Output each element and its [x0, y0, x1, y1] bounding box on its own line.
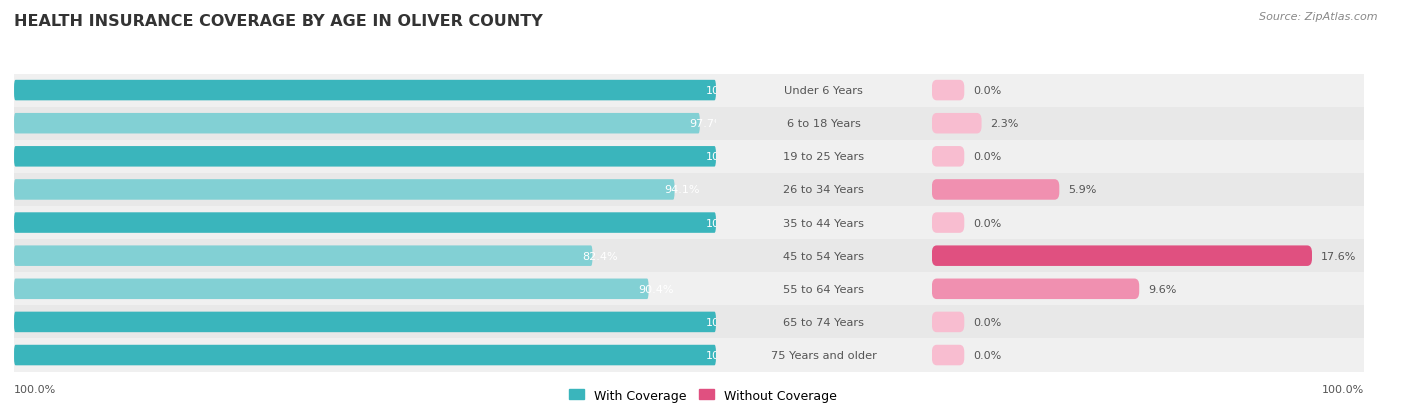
FancyBboxPatch shape — [932, 81, 965, 101]
Text: 19 to 25 Years: 19 to 25 Years — [783, 152, 865, 162]
FancyBboxPatch shape — [932, 246, 1312, 266]
Text: 100.0%: 100.0% — [14, 384, 56, 394]
FancyBboxPatch shape — [14, 114, 700, 134]
Bar — [716, 107, 932, 140]
FancyBboxPatch shape — [14, 345, 716, 366]
Text: 2.3%: 2.3% — [990, 119, 1018, 129]
Text: 0.0%: 0.0% — [973, 218, 1001, 228]
Text: 100.0%: 100.0% — [706, 317, 748, 327]
Text: 45 to 54 Years: 45 to 54 Years — [783, 251, 865, 261]
Text: Source: ZipAtlas.com: Source: ZipAtlas.com — [1260, 12, 1378, 22]
Text: 26 to 34 Years: 26 to 34 Years — [783, 185, 865, 195]
Text: 9.6%: 9.6% — [1147, 284, 1177, 294]
Bar — [14, 206, 716, 240]
Bar — [716, 339, 932, 372]
FancyBboxPatch shape — [932, 147, 965, 167]
FancyBboxPatch shape — [932, 114, 981, 134]
Text: HEALTH INSURANCE COVERAGE BY AGE IN OLIVER COUNTY: HEALTH INSURANCE COVERAGE BY AGE IN OLIV… — [14, 14, 543, 29]
Text: 90.4%: 90.4% — [638, 284, 673, 294]
Text: 82.4%: 82.4% — [582, 251, 617, 261]
Bar — [932, 140, 1364, 173]
Bar — [14, 74, 716, 107]
Text: 65 to 74 Years: 65 to 74 Years — [783, 317, 865, 327]
FancyBboxPatch shape — [932, 213, 965, 233]
Text: 35 to 44 Years: 35 to 44 Years — [783, 218, 865, 228]
FancyBboxPatch shape — [932, 345, 965, 366]
Text: 100.0%: 100.0% — [706, 152, 748, 162]
Bar — [932, 107, 1364, 140]
Bar — [932, 206, 1364, 240]
Bar — [716, 306, 932, 339]
Bar — [716, 206, 932, 240]
FancyBboxPatch shape — [14, 180, 675, 200]
Bar — [716, 173, 932, 206]
Bar — [14, 173, 716, 206]
Text: 5.9%: 5.9% — [1069, 185, 1097, 195]
Bar — [932, 273, 1364, 306]
Text: 75 Years and older: 75 Years and older — [770, 350, 877, 360]
Bar — [932, 306, 1364, 339]
FancyBboxPatch shape — [932, 180, 1059, 200]
Bar — [14, 107, 716, 140]
Text: Under 6 Years: Under 6 Years — [785, 86, 863, 96]
Bar — [14, 240, 716, 273]
Text: 0.0%: 0.0% — [973, 86, 1001, 96]
FancyBboxPatch shape — [14, 81, 716, 101]
Text: 6 to 18 Years: 6 to 18 Years — [787, 119, 860, 129]
Bar — [14, 273, 716, 306]
FancyBboxPatch shape — [14, 279, 648, 299]
Bar — [716, 74, 932, 107]
Text: 100.0%: 100.0% — [706, 350, 748, 360]
Bar — [932, 74, 1364, 107]
Text: 17.6%: 17.6% — [1320, 251, 1355, 261]
Text: 0.0%: 0.0% — [973, 350, 1001, 360]
FancyBboxPatch shape — [14, 312, 716, 332]
Text: 0.0%: 0.0% — [973, 152, 1001, 162]
Bar — [932, 339, 1364, 372]
Text: 94.1%: 94.1% — [664, 185, 700, 195]
FancyBboxPatch shape — [14, 246, 592, 266]
FancyBboxPatch shape — [14, 147, 716, 167]
Bar — [932, 173, 1364, 206]
Text: 97.7%: 97.7% — [689, 119, 725, 129]
Bar — [14, 306, 716, 339]
FancyBboxPatch shape — [932, 312, 965, 332]
Text: 100.0%: 100.0% — [706, 86, 748, 96]
Bar — [14, 339, 716, 372]
Bar — [932, 240, 1364, 273]
Text: 100.0%: 100.0% — [1322, 384, 1364, 394]
Bar — [716, 240, 932, 273]
FancyBboxPatch shape — [14, 213, 716, 233]
Bar — [14, 140, 716, 173]
Text: 55 to 64 Years: 55 to 64 Years — [783, 284, 865, 294]
Bar — [716, 273, 932, 306]
Bar — [716, 140, 932, 173]
Text: 100.0%: 100.0% — [706, 218, 748, 228]
FancyBboxPatch shape — [932, 279, 1139, 299]
Text: 0.0%: 0.0% — [973, 317, 1001, 327]
Legend: With Coverage, Without Coverage: With Coverage, Without Coverage — [564, 384, 842, 407]
